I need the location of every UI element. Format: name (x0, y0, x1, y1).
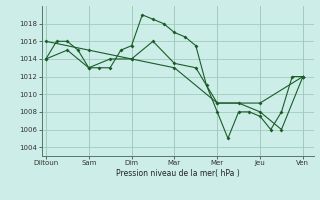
X-axis label: Pression niveau de la mer( hPa ): Pression niveau de la mer( hPa ) (116, 169, 239, 178)
